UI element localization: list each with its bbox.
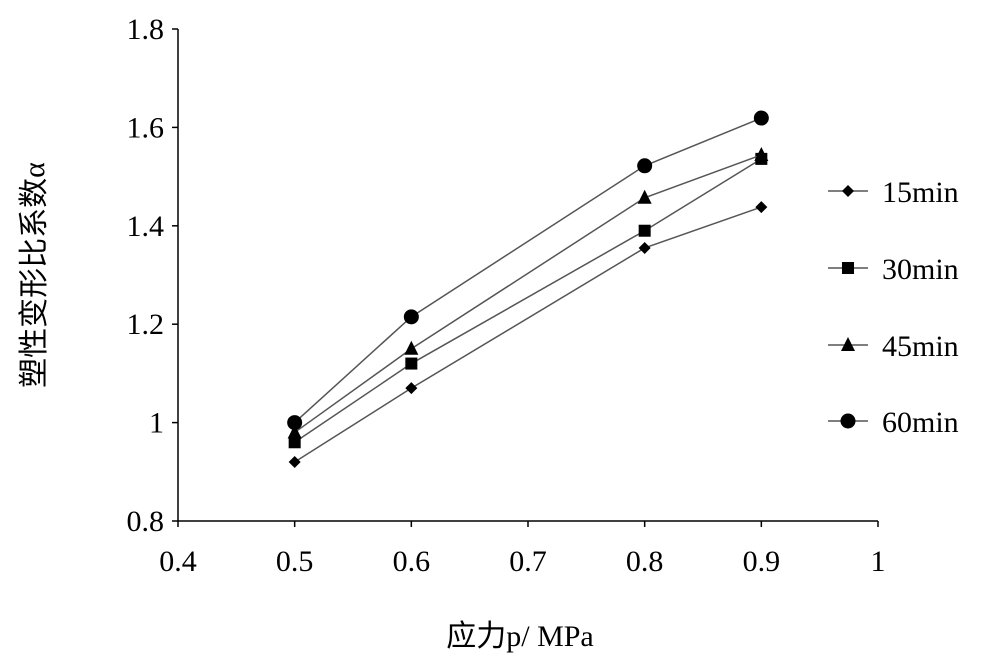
- square-marker: [842, 262, 854, 274]
- y-axis-label: 塑性变形比系数α: [18, 162, 51, 388]
- y-tick-label: 1: [149, 407, 164, 440]
- square-marker: [405, 357, 418, 370]
- triangle-marker: [637, 189, 652, 204]
- series-line: [294, 154, 762, 434]
- legend-item: 30min: [828, 253, 959, 286]
- series-15min: [288, 201, 768, 468]
- diamond-marker: [842, 185, 854, 197]
- legend-label: 15min: [882, 176, 959, 209]
- x-tick-label: 0.9: [743, 545, 781, 578]
- series-30min: [288, 152, 768, 449]
- triangle-marker: [287, 424, 302, 439]
- x-axis-label: 应力p/ MPa: [446, 620, 594, 653]
- diamond-marker: [405, 382, 418, 395]
- series-line: [294, 117, 762, 424]
- y-tick-label: 1.2: [127, 308, 165, 341]
- legend-item: 45min: [828, 330, 959, 363]
- legend-label: 45min: [882, 330, 959, 363]
- x-tick-label: 0.5: [276, 545, 314, 578]
- x-tick-label: 0.8: [626, 545, 664, 578]
- series-line: [294, 206, 762, 463]
- legend-label: 60min: [882, 406, 959, 439]
- triangle-marker: [841, 337, 855, 351]
- circle-marker: [403, 309, 419, 325]
- axes: 0.8 1 1.2 1.4 1.6 1.8 0.4 0.5 0.6 0.7 0.8 0.9 1: [127, 13, 886, 578]
- diamond-marker: [288, 455, 301, 468]
- legend-item: 60min: [828, 406, 959, 439]
- triangle-marker: [754, 146, 769, 161]
- series-45min: [287, 146, 769, 439]
- circle-marker: [840, 413, 856, 429]
- triangle-marker: [404, 340, 419, 355]
- legend-item: 15min: [828, 176, 959, 209]
- x-tick-label: 0.6: [393, 545, 431, 578]
- x-tick-label: 0.4: [159, 545, 197, 578]
- circle-marker: [753, 110, 769, 126]
- legend-label: 30min: [882, 253, 959, 286]
- y-tick-label: 1.8: [127, 13, 165, 46]
- y-tick-label: 0.8: [127, 505, 165, 538]
- y-tick-label: 1.6: [127, 111, 165, 144]
- circle-marker: [637, 158, 653, 174]
- series-60min: [287, 110, 769, 431]
- square-marker: [638, 224, 651, 237]
- y-tick-label: 1.4: [127, 210, 165, 243]
- diamond-marker: [638, 241, 651, 254]
- diamond-marker: [755, 201, 768, 214]
- legend: 15min 30min 45min 60min: [828, 176, 959, 439]
- x-tick-label: 1: [871, 545, 886, 578]
- series-line: [294, 158, 762, 443]
- circle-marker: [287, 415, 303, 431]
- series-group: [287, 110, 769, 468]
- square-marker: [288, 436, 301, 449]
- x-tick-label: 0.7: [509, 545, 547, 578]
